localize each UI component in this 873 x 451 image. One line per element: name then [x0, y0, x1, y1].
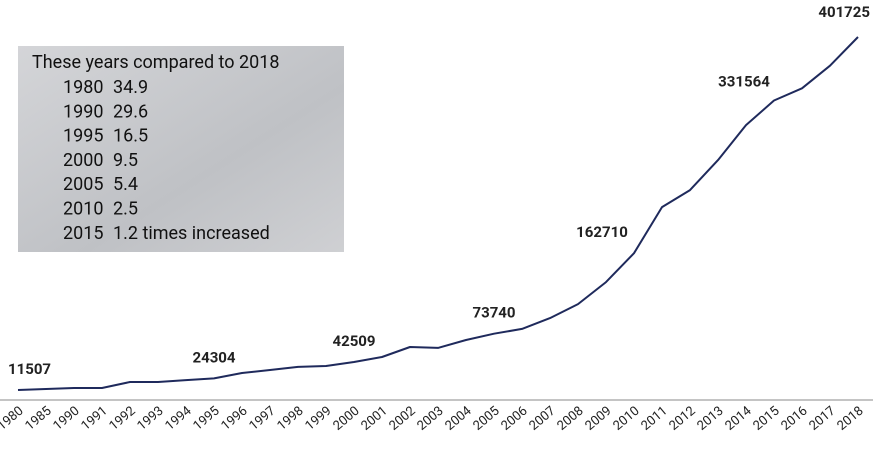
x-tick-label: 2008	[555, 404, 587, 434]
x-tick-label: 1985	[23, 404, 55, 434]
annotation-year: 2005	[63, 174, 103, 195]
annotation-year: 2010	[63, 199, 103, 220]
x-tick-label: 1994	[163, 403, 196, 434]
x-tick-label: 1999	[303, 404, 335, 434]
x-tick-label: 2016	[779, 404, 811, 434]
annotation-year: 1995	[63, 126, 103, 147]
x-tick-label: 1990	[51, 404, 83, 434]
annotation-year: 1980	[63, 77, 103, 98]
x-tick-label: 1997	[247, 404, 279, 434]
value-label: 24304	[192, 348, 235, 366]
value-label: 11507	[8, 360, 51, 378]
annotation-value: 16.5	[113, 126, 148, 147]
x-tick-label: 1991	[79, 404, 111, 434]
x-tick-label: 2013	[695, 404, 727, 434]
x-tick-label: 2011	[639, 404, 671, 434]
x-tick-label: 2007	[527, 404, 559, 434]
annotation-value: 9.5	[113, 150, 138, 171]
x-tick-label: 2012	[667, 404, 699, 434]
annotation-value: 2.5	[113, 199, 138, 220]
value-label: 401725	[818, 3, 870, 21]
x-tick-label: 2005	[471, 404, 503, 434]
x-tick-label: 1992	[107, 404, 139, 434]
annotation-year: 1990	[63, 101, 103, 122]
x-tick-label: 1998	[275, 404, 307, 434]
value-label: 42509	[332, 332, 375, 350]
annotation-title: These years compared to 2018	[32, 52, 279, 73]
x-tick-label: 1995	[191, 404, 223, 434]
x-tick-label: 2018	[835, 404, 867, 434]
x-tick-label: 2000	[331, 404, 363, 434]
x-tick-label: 1996	[219, 404, 251, 434]
x-tick-label: 1993	[135, 404, 167, 434]
x-tick-label: 2001	[359, 404, 391, 434]
annotation-value: 1.2 times increased	[113, 223, 270, 244]
x-tick-label: 2010	[611, 404, 643, 434]
value-label: 73740	[472, 304, 515, 322]
annotation-box: These years compared to 2018 1980 34.9 199…	[18, 46, 344, 252]
x-tick-label: 2017	[807, 404, 839, 434]
x-tick-label: 1980	[0, 404, 27, 434]
line	[17, 36, 859, 391]
x-tick-label: 2014	[723, 403, 756, 434]
x-tick-label: 2004	[443, 403, 476, 434]
annotation-background	[18, 46, 344, 252]
x-tick-label: 2009	[583, 404, 615, 434]
annotation-value: 34.9	[113, 77, 148, 98]
annotation-value: 29.6	[113, 101, 148, 122]
x-tick-label: 2002	[387, 404, 419, 434]
x-tick-label: 2015	[751, 404, 783, 434]
annotation-year: 2015	[63, 223, 103, 244]
annotation-year: 2000	[63, 150, 103, 171]
x-tick-label: 2003	[415, 404, 447, 434]
x-tick-label: 2006	[499, 404, 531, 434]
value-label: 162710	[576, 223, 628, 241]
annotation-value: 5.4	[113, 174, 138, 195]
value-label: 331564	[718, 72, 770, 90]
